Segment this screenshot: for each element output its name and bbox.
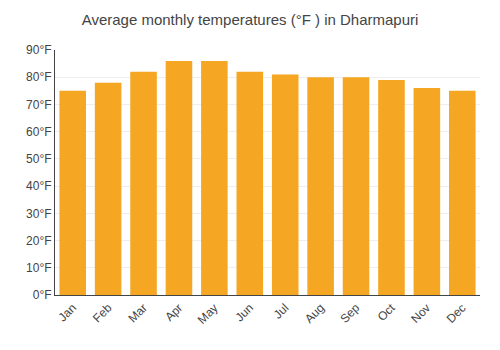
svg-text:Average monthly temperatures (: Average monthly temperatures (°F ) in Dh… (82, 11, 419, 28)
svg-text:90°F: 90°F (26, 43, 51, 57)
svg-text:70°F: 70°F (26, 98, 51, 112)
svg-text:Jul: Jul (271, 301, 292, 322)
svg-text:60°F: 60°F (26, 125, 51, 139)
svg-text:Nov: Nov (408, 301, 433, 326)
svg-text:Jan: Jan (55, 301, 79, 325)
svg-text:30°F: 30°F (26, 207, 51, 221)
svg-text:Dec: Dec (444, 301, 469, 326)
svg-text:50°F: 50°F (26, 152, 51, 166)
svg-text:20°F: 20°F (26, 234, 51, 248)
svg-text:Mar: Mar (125, 301, 150, 326)
svg-text:Sep: Sep (337, 301, 362, 326)
svg-text:Aug: Aug (302, 301, 327, 326)
svg-text:Jun: Jun (233, 301, 257, 325)
svg-text:40°F: 40°F (26, 179, 51, 193)
svg-text:0°F: 0°F (33, 288, 52, 302)
svg-text:May: May (195, 301, 221, 327)
svg-text:Oct: Oct (375, 300, 399, 324)
svg-text:10°F: 10°F (26, 261, 51, 275)
svg-text:80°F: 80°F (26, 70, 51, 84)
svg-text:Feb: Feb (90, 301, 115, 326)
svg-text:Apr: Apr (162, 301, 185, 324)
